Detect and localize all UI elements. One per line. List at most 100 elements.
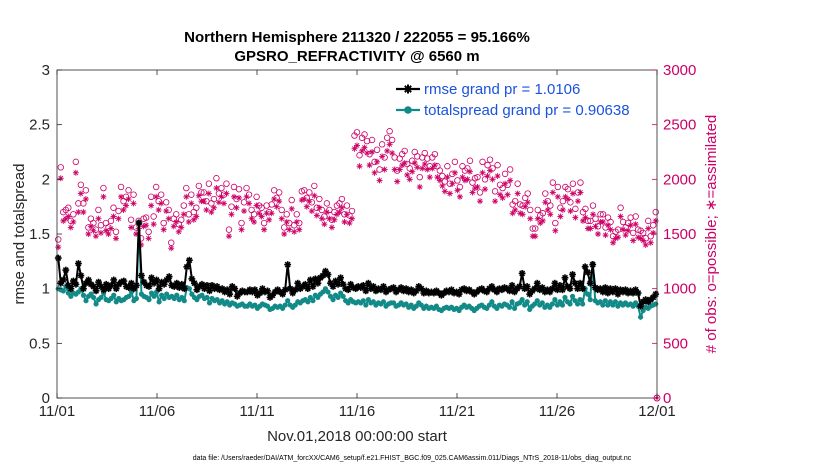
legend-rmse-label: rmse grand pr = 1.0106 — [424, 81, 580, 98]
y2-tick-label: 1500 — [663, 226, 696, 243]
rmse-point — [579, 285, 587, 293]
possible-obs-marker — [72, 158, 80, 166]
y-tick-label: 1 — [42, 281, 50, 298]
assimilated-obs-marker — [153, 193, 160, 200]
totalspread-point — [585, 291, 591, 297]
assimilated-obs-marker — [394, 178, 401, 185]
possible-obs-marker — [421, 149, 428, 157]
assimilated-obs-marker — [238, 226, 245, 233]
assimilated-obs-marker — [391, 166, 398, 173]
assimilated-obs-marker — [406, 176, 413, 183]
rmse-point — [551, 279, 559, 287]
assimilated-obs-marker — [396, 166, 403, 173]
assimilated-obs-marker — [589, 211, 596, 218]
possible-obs-marker — [127, 216, 135, 223]
possible-obs-marker — [268, 201, 275, 208]
assimilated-obs-marker — [123, 202, 130, 209]
rmse-point — [324, 271, 332, 278]
totalspread-point — [60, 288, 66, 294]
assimilated-obs-marker — [451, 169, 458, 176]
assimilated-obs-marker — [414, 164, 421, 171]
assimilated-obs-marker — [263, 210, 270, 217]
possible-obs-marker — [436, 167, 444, 174]
assimilated-obs-marker — [348, 215, 355, 222]
assimilated-obs-marker — [128, 224, 135, 231]
totalspread-point — [549, 301, 555, 307]
assimilated-obs-marker — [379, 153, 386, 160]
assimilated-obs-marker — [534, 215, 541, 222]
totalspread-point — [90, 294, 97, 301]
assimilated-obs-marker — [343, 211, 350, 218]
possible-obs-marker — [416, 173, 423, 181]
assimilated-obs-marker — [291, 228, 298, 235]
possible-obs-marker — [57, 164, 64, 171]
assimilated-obs-marker — [429, 165, 436, 172]
assimilated-obs-marker — [579, 217, 586, 224]
totalspread-point — [146, 297, 152, 303]
assimilated-obs-marker — [547, 211, 554, 218]
assimilated-obs-marker — [241, 208, 248, 215]
possible-obs-marker — [130, 191, 137, 198]
assimilated-obs-marker — [559, 206, 566, 213]
rmse-point — [561, 274, 569, 282]
rmse-point — [120, 277, 128, 285]
assimilated-obs-marker — [600, 218, 607, 225]
assimilated-obs-marker — [110, 213, 117, 220]
possible-obs-marker — [479, 158, 486, 166]
rmse-point — [279, 290, 287, 298]
assimilated-obs-marker — [163, 208, 170, 215]
totalspread-point — [181, 298, 187, 304]
assimilated-obs-marker — [549, 189, 556, 196]
possible-obs-marker — [356, 152, 363, 159]
y2-axis-label: # of obs: o=possible; ∗=assimilated — [703, 115, 720, 354]
totalspread-point — [98, 294, 104, 301]
totalspread-point — [577, 297, 583, 303]
rmse-point — [112, 285, 120, 293]
possible-obs-marker — [306, 189, 313, 196]
possible-obs-marker — [213, 175, 220, 182]
assimilated-obs-marker — [351, 145, 358, 152]
rmse-point — [531, 285, 539, 293]
assimilated-obs-marker — [479, 169, 486, 176]
possible-obs-marker — [569, 180, 577, 187]
assimilated-obs-marker — [168, 245, 175, 252]
possible-obs-marker — [228, 203, 235, 210]
possible-obs-marker — [238, 219, 245, 227]
possible-obs-marker — [77, 181, 85, 188]
assimilated-obs-marker — [180, 211, 187, 218]
possible-obs-marker — [619, 218, 627, 226]
rmse-point — [601, 284, 609, 291]
possible-obs-marker — [629, 229, 637, 237]
possible-obs-marker — [597, 211, 604, 218]
assimilated-obs-marker — [374, 158, 381, 165]
assimilated-obs-marker — [328, 224, 335, 231]
possible-obs-marker — [260, 219, 268, 227]
possible-obs-marker — [205, 180, 213, 187]
possible-obs-marker — [431, 150, 439, 158]
assimilated-obs-marker — [195, 192, 202, 199]
y2-tick-label: 500 — [663, 335, 688, 352]
rmse-point — [291, 286, 299, 294]
assimilated-obs-marker — [459, 174, 466, 181]
totalspread-point — [506, 304, 513, 310]
totalspread-point — [204, 294, 210, 301]
possible-obs-marker — [178, 216, 185, 223]
assimilated-obs-marker — [256, 210, 263, 217]
possible-obs-marker — [378, 141, 386, 148]
totalspread-point — [325, 289, 331, 295]
rmse-point — [100, 286, 108, 294]
possible-obs-marker — [647, 232, 654, 240]
assimilated-obs-marker — [532, 233, 539, 240]
rmse-point — [92, 287, 100, 295]
possible-obs-marker — [163, 199, 170, 206]
assimilated-obs-marker — [321, 221, 328, 228]
assimilated-obs-marker — [346, 220, 353, 227]
possible-obs-marker — [577, 179, 584, 186]
rmse-point — [344, 286, 352, 294]
rmse-point — [145, 283, 153, 290]
rmse-point — [148, 274, 155, 282]
rmse-point — [135, 219, 143, 227]
assimilated-obs-marker — [266, 216, 273, 223]
y2-tick-label: 2500 — [663, 117, 696, 134]
possible-obs-marker — [491, 188, 499, 195]
